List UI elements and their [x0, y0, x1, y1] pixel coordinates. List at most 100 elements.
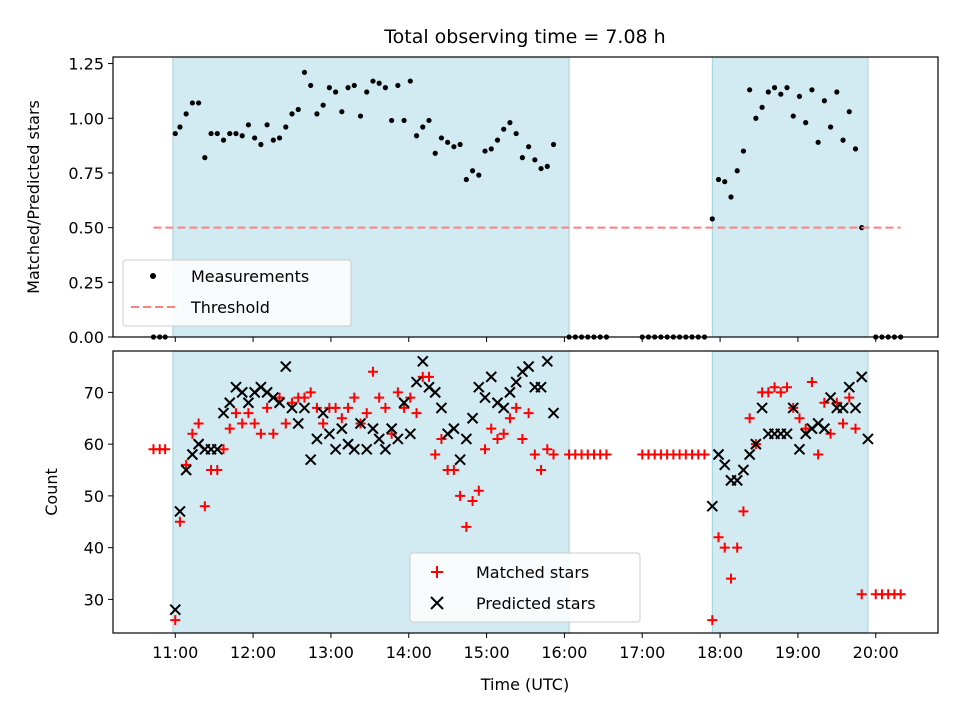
measurements-point-102	[827, 124, 834, 130]
matched-stars-point-42	[411, 408, 422, 419]
matched-stars-point-102	[825, 428, 836, 439]
predicted-stars-point-70	[756, 402, 768, 414]
measurements-point-15	[245, 122, 252, 128]
predicted-stars-point-21	[298, 402, 311, 414]
measurements-point-22	[289, 111, 295, 117]
predicted-stars-point-38	[404, 428, 417, 440]
matched-stars-point-25	[305, 387, 316, 398]
predicted-stars-point-57	[522, 360, 535, 373]
measurements-point-59	[519, 155, 525, 161]
matched-stars-point-64	[548, 449, 559, 460]
matched-stars-point-40	[399, 402, 410, 413]
legend-predicted-marker	[430, 596, 444, 610]
matched-stars-point-84	[713, 532, 724, 543]
matched-stars-point-29	[330, 402, 341, 413]
legend-matched-label: Matched stars	[476, 563, 589, 582]
matched-stars-point-85	[719, 542, 730, 553]
bottom-panel-y-axis: 30 40 50 60 70	[84, 383, 113, 609]
measurements-point-60	[526, 144, 532, 150]
measurements-point-61	[532, 157, 538, 163]
measurements-point-4	[177, 124, 183, 130]
measurements-point-90	[753, 115, 759, 121]
matched-stars-point-27	[318, 418, 329, 429]
predicted-stars-point-12	[242, 397, 255, 409]
measurements-point-97	[796, 93, 803, 99]
matched-stars-point-15	[243, 408, 254, 419]
y-tick-label-2: 0.50	[68, 219, 104, 238]
matched-stars-point-52	[473, 485, 484, 496]
matched-stars-point-71	[601, 449, 612, 460]
y-tick-label-1: 40	[84, 539, 104, 558]
legend-measurements-label: Measurements	[191, 267, 309, 286]
predicted-stars-point-68	[743, 448, 756, 461]
matched-stars-point-44	[423, 371, 434, 382]
measurements-point-10	[214, 130, 220, 137]
shaded-interval-1	[711, 350, 869, 634]
top-panel-frame	[112, 56, 939, 338]
predicted-stars-point-37	[398, 397, 410, 409]
matched-stars-point-56	[498, 428, 509, 439]
measurements-point-83	[709, 216, 715, 222]
matched-stars-point-2	[160, 444, 171, 455]
measurements-point-105	[846, 109, 852, 115]
y-tick-label-4: 1.00	[68, 109, 104, 128]
measurements-point-9	[208, 130, 214, 137]
predicted-stars-point-87	[862, 433, 874, 445]
chart-title: Total observing time = 7.08 h	[383, 26, 665, 48]
matched-stars-point-103	[831, 397, 842, 408]
measurements-point-46	[438, 135, 445, 141]
predicted-stars-point-11	[236, 386, 248, 399]
predicted-stars-point-61	[547, 407, 560, 419]
predicted-stars-point-85	[849, 402, 862, 414]
x-tick-label-6: 17:00	[619, 643, 665, 662]
matched-stars-point-46	[436, 433, 447, 444]
bottom-panel-series	[148, 355, 906, 626]
predicted-stars-point-86	[856, 371, 868, 383]
measurements-point-101	[821, 98, 827, 104]
y-tick-label-0: 0.00	[68, 328, 104, 347]
matched-stars-point-38	[386, 428, 397, 439]
bottom-panel-legend-box	[409, 552, 641, 623]
legend-measurements-marker	[150, 273, 156, 279]
matched-stars-point-60	[523, 408, 534, 419]
predicted-stars-point-84	[843, 381, 855, 393]
matched-stars-point-48	[448, 465, 459, 476]
predicted-stars-point-36	[392, 433, 404, 445]
shaded-interval-1	[711, 56, 869, 338]
matched-stars-point-51	[467, 496, 478, 507]
matched-stars-point-7	[193, 418, 204, 429]
x-tick-label-7: 18:00	[697, 643, 743, 662]
y-tick-label-3: 60	[84, 435, 104, 454]
y-tick-label-4: 70	[84, 383, 104, 402]
predicted-stars-point-62	[706, 500, 718, 512]
predicted-stars-point-50	[479, 391, 491, 404]
measurements-point-62	[538, 165, 544, 172]
measurements-point-54	[488, 146, 494, 152]
matched-stars-point-82	[699, 449, 710, 460]
bottom-panel-frame	[112, 350, 939, 634]
matched-stars-point-34	[361, 408, 372, 419]
measurements-point-106	[852, 146, 859, 152]
matched-stars-point-20	[274, 392, 285, 403]
measurements-point-53	[482, 148, 488, 154]
measurements-point-12	[227, 130, 233, 137]
predicted-stars-point-33	[373, 433, 385, 445]
predicted-stars-point-60	[541, 355, 553, 368]
x-tick-label-4: 15:00	[464, 643, 510, 662]
matched-stars-point-45	[430, 449, 441, 460]
matched-stars-point-83	[707, 615, 718, 626]
matched-stars-point-13	[230, 408, 241, 419]
matched-stars-point-87	[732, 542, 743, 553]
matched-stars-point-61	[529, 449, 540, 460]
measurements-point-88	[740, 148, 747, 154]
matched-stars-point-100	[813, 449, 824, 460]
top-panel-legend-box	[122, 259, 352, 327]
matched-stars-point-39	[392, 387, 403, 398]
predicted-stars-point-27	[336, 422, 348, 435]
predicted-stars-point-30	[354, 417, 367, 430]
measurements-point-13	[233, 130, 239, 137]
x-tick-label-2: 13:00	[308, 643, 354, 662]
measurements-point-17	[258, 141, 264, 148]
predicted-stars-point-31	[361, 443, 373, 456]
